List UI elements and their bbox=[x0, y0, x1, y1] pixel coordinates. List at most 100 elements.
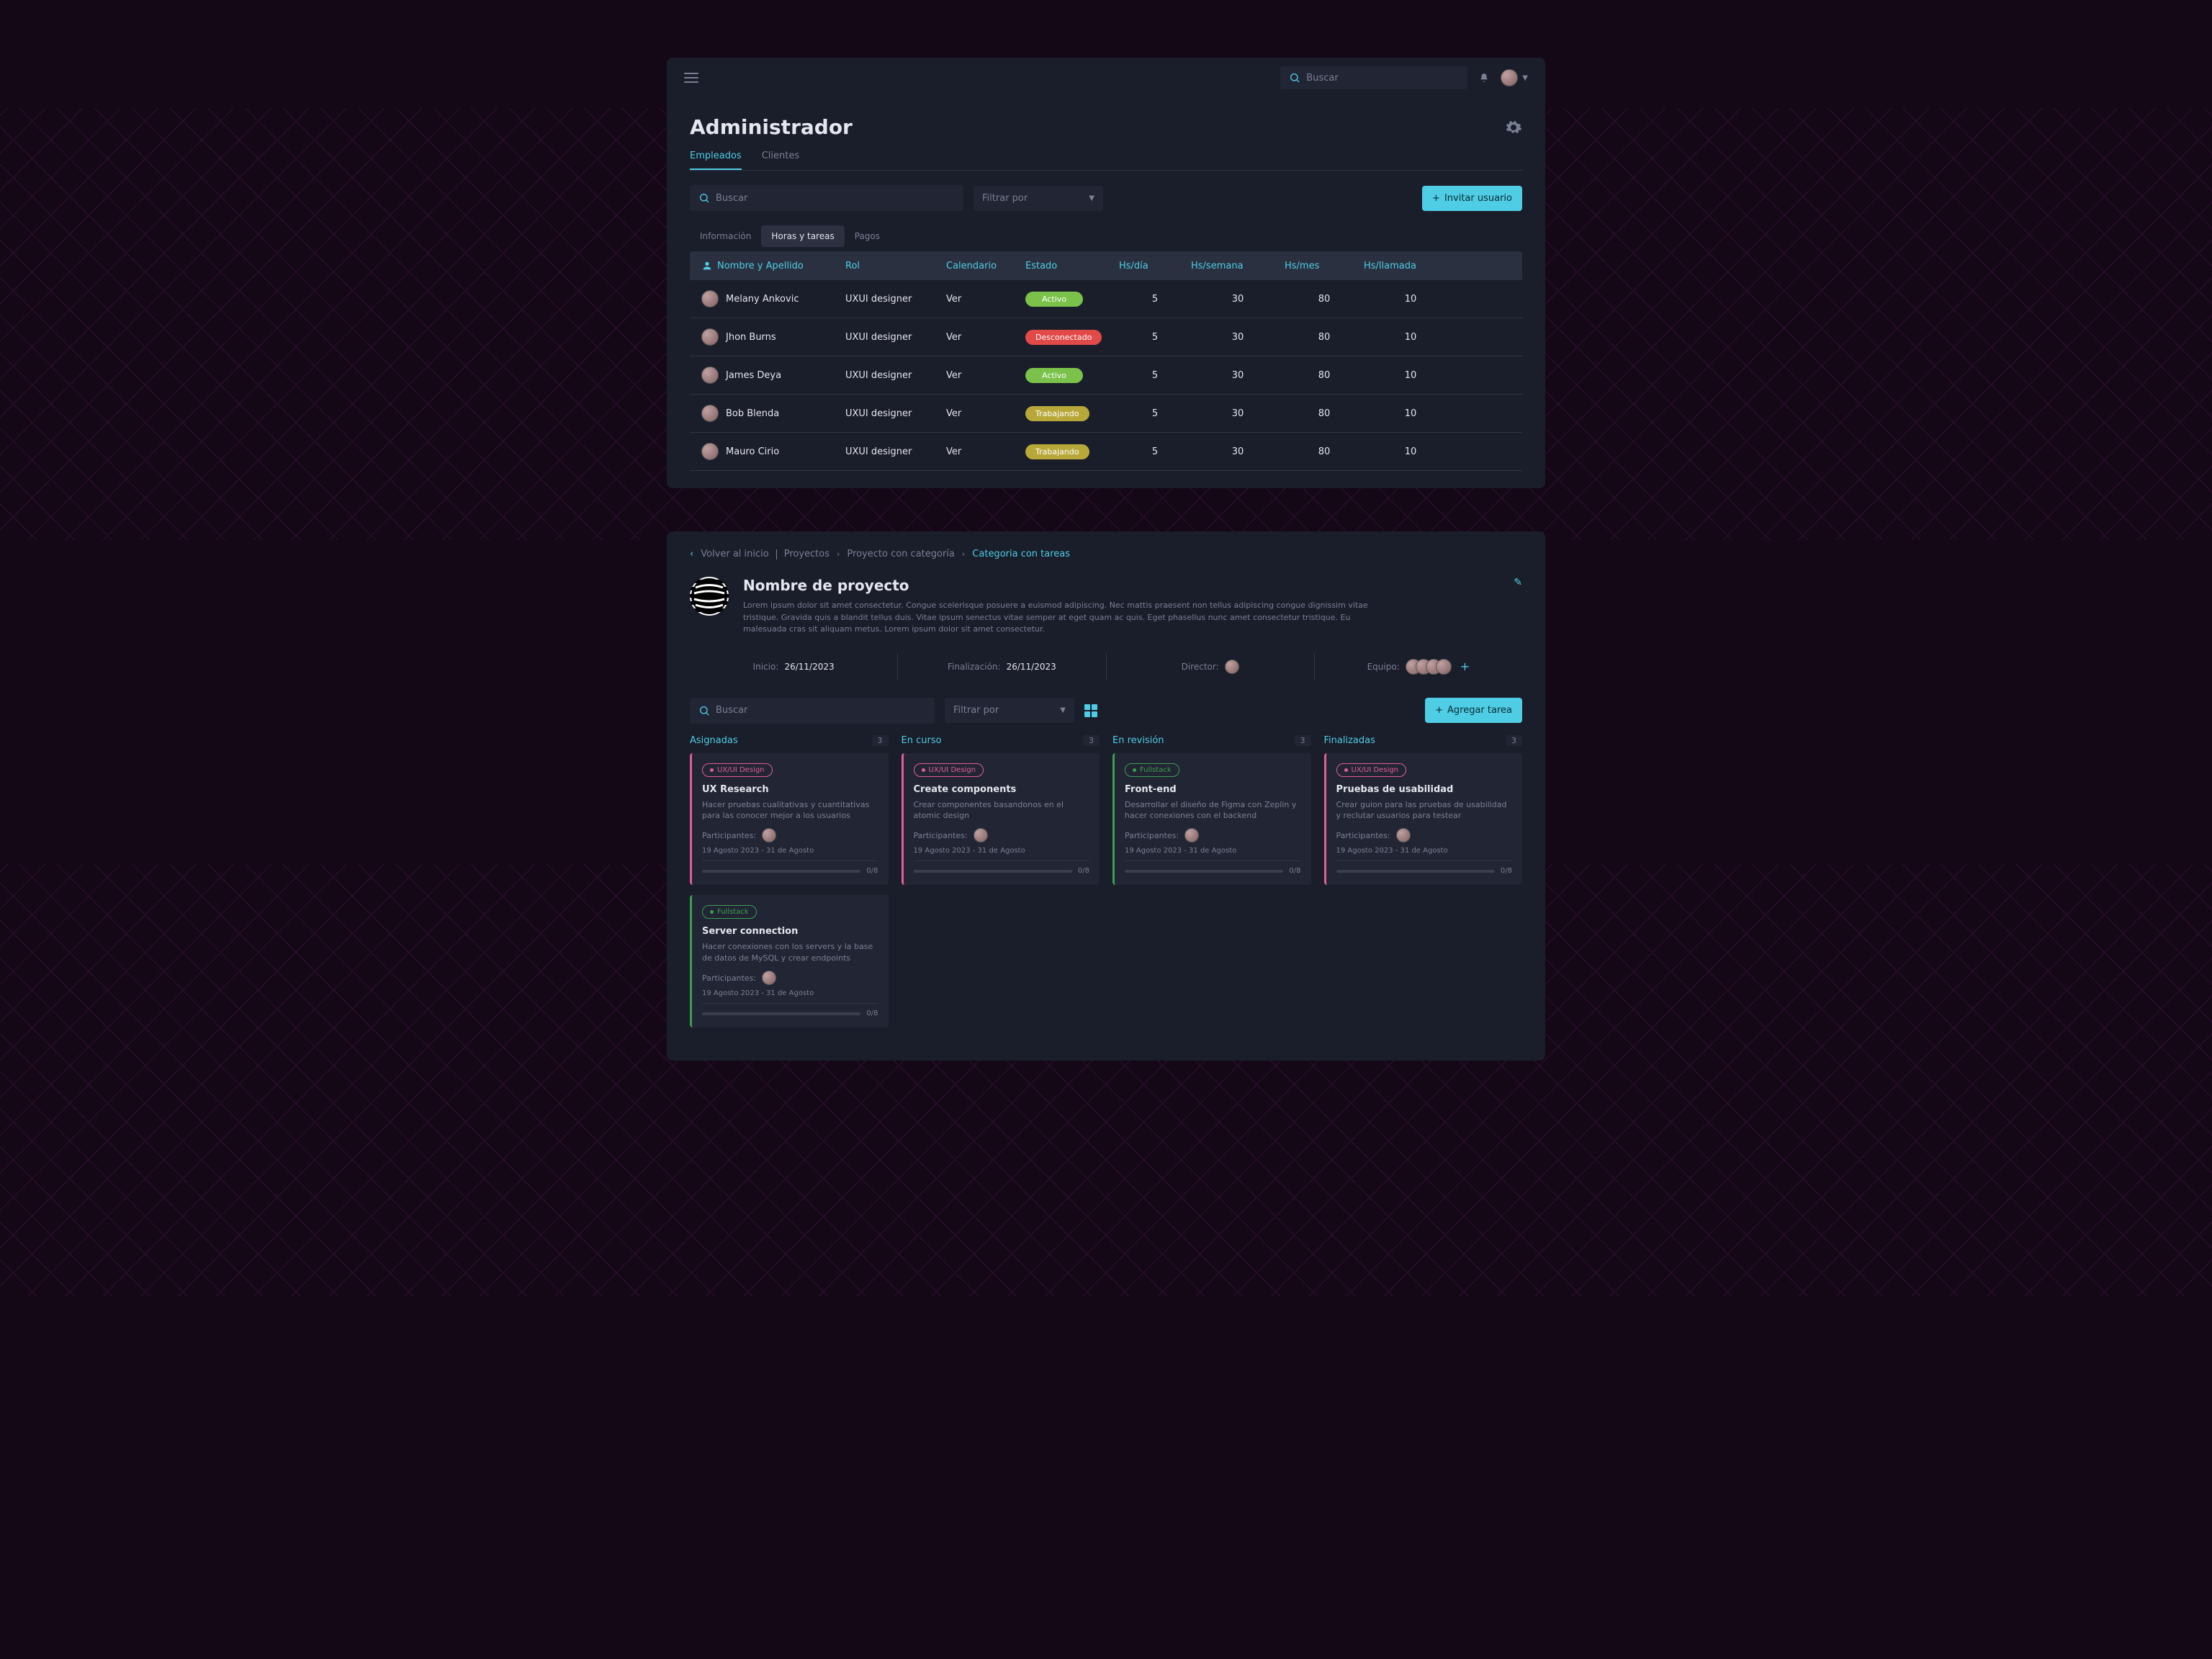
task-dates: 19 Agosto 2023 - 31 de Agosto bbox=[914, 847, 1090, 855]
th-hw[interactable]: Hs/semana bbox=[1191, 260, 1285, 271]
calendar-link[interactable]: Ver bbox=[946, 446, 1025, 457]
project-title: Nombre de proyecto bbox=[743, 577, 1377, 594]
board-column: Asignadas3 UX/UI Design UX Research Hace… bbox=[690, 735, 889, 1038]
add-member-icon[interactable]: + bbox=[1460, 660, 1470, 673]
user-menu[interactable]: ▼ bbox=[1501, 69, 1528, 86]
task-card[interactable]: Fullstack Front-end Desarrollar el diseñ… bbox=[1112, 753, 1311, 886]
hd: 5 bbox=[1119, 370, 1191, 381]
board-column: En revisión3 Fullstack Front-end Desarro… bbox=[1112, 735, 1311, 896]
calendar-link[interactable]: Ver bbox=[946, 370, 1025, 381]
progress-count: 0/8 bbox=[1078, 867, 1089, 875]
menu-icon[interactable] bbox=[684, 73, 698, 83]
progress-bar bbox=[1336, 870, 1495, 873]
search-input[interactable] bbox=[1306, 73, 1459, 84]
employee-table: Nombre y Apellido Rol Calendario Estado … bbox=[690, 251, 1522, 471]
hd: 5 bbox=[1119, 446, 1191, 457]
task-desc: Crear guion para las pruebas de usabilid… bbox=[1336, 799, 1513, 822]
search-input[interactable] bbox=[716, 193, 838, 204]
search-input[interactable] bbox=[716, 705, 838, 716]
employee-name: Mauro Cirio bbox=[726, 446, 779, 457]
th-hd[interactable]: Hs/día bbox=[1119, 260, 1191, 271]
employee-role: UXUI designer bbox=[845, 332, 946, 343]
director-label: Director: bbox=[1182, 662, 1219, 672]
add-task-button[interactable]: + Agregar tarea bbox=[1425, 698, 1522, 723]
hc: 10 bbox=[1364, 408, 1457, 419]
column-count: 3 bbox=[1506, 735, 1522, 746]
edit-icon[interactable]: ✎ bbox=[1514, 577, 1522, 588]
chevron-down-icon: ▼ bbox=[1089, 194, 1094, 202]
th-rol[interactable]: Rol bbox=[845, 260, 946, 271]
th-estado[interactable]: Estado bbox=[1025, 260, 1119, 271]
task-card[interactable]: UX/UI Design UX Research Hacer pruebas c… bbox=[690, 753, 889, 886]
board-column: Finalizadas 3 UX/UI Design Pruebas de usa… bbox=[1324, 735, 1523, 896]
table-row[interactable]: Mauro Cirio UXUI designer Ver Trabajando… bbox=[690, 433, 1522, 471]
topbar: ▼ bbox=[667, 58, 1545, 98]
table-row[interactable]: Bob Blenda UXUI designer Ver Trabajando … bbox=[690, 395, 1522, 433]
task-card[interactable]: UX/UI Design Create components Crear com… bbox=[902, 753, 1100, 886]
task-tag: Fullstack bbox=[702, 905, 757, 919]
invite-user-button[interactable]: + Invitar usuario bbox=[1422, 186, 1522, 211]
tab-clientes[interactable]: Clientes bbox=[762, 150, 799, 170]
th-name[interactable]: Nombre y Apellido bbox=[701, 260, 845, 271]
hw: 30 bbox=[1191, 332, 1285, 343]
calendar-link[interactable]: Ver bbox=[946, 332, 1025, 343]
column-title: Finalizadas bbox=[1324, 735, 1375, 746]
breadcrumb-current: Categoria con tareas bbox=[972, 549, 1070, 559]
chevron-right-icon: › bbox=[837, 549, 840, 559]
task-card[interactable]: UX/UI Design Pruebas de usabilidad Crear… bbox=[1324, 753, 1523, 886]
chevron-left-icon[interactable]: ‹ bbox=[690, 549, 693, 559]
task-desc: Hacer pruebas cualitativas y cuantitativ… bbox=[702, 799, 878, 822]
main-tabs: Empleados Clientes bbox=[690, 150, 1522, 171]
avatar bbox=[1436, 659, 1452, 675]
avatar bbox=[1396, 828, 1411, 842]
column-title: Asignadas bbox=[690, 735, 738, 746]
column-title: En revisión bbox=[1112, 735, 1164, 746]
kanban-board: Asignadas 3 UX/UI Design UX Research Hace… bbox=[667, 735, 1545, 1061]
subtab-info[interactable]: Información bbox=[690, 225, 761, 247]
filter-label: Filtrar por bbox=[953, 705, 999, 716]
calendar-link[interactable]: Ver bbox=[946, 294, 1025, 305]
search-icon bbox=[1289, 72, 1300, 84]
hw: 30 bbox=[1191, 294, 1285, 305]
subtab-pagos[interactable]: Pagos bbox=[845, 225, 890, 247]
status-badge: Desconectado bbox=[1025, 330, 1102, 345]
search-top[interactable] bbox=[1280, 66, 1467, 89]
filter-dropdown[interactable]: Filtrar por ▼ bbox=[974, 186, 1103, 211]
employee-role: UXUI designer bbox=[845, 294, 946, 305]
employee-role: UXUI designer bbox=[845, 408, 946, 419]
breadcrumb-back[interactable]: Volver al inicio bbox=[701, 549, 769, 559]
chevron-down-icon: ▼ bbox=[1522, 74, 1528, 82]
chevron-down-icon: ▼ bbox=[1060, 706, 1066, 714]
table-row[interactable]: Melany Ankovic UXUI designer Ver Activo … bbox=[690, 280, 1522, 318]
project-logo bbox=[690, 577, 729, 616]
breadcrumb-item[interactable]: Proyecto con categoría bbox=[847, 549, 954, 559]
employee-search[interactable] bbox=[690, 185, 963, 211]
th-cal[interactable]: Calendario bbox=[946, 260, 1025, 271]
task-title: Front-end bbox=[1125, 784, 1301, 795]
hm: 80 bbox=[1285, 332, 1364, 343]
grid-view-icon[interactable] bbox=[1084, 704, 1097, 717]
tab-empleados[interactable]: Empleados bbox=[690, 150, 742, 170]
subtabs: Información Horas y tareas Pagos bbox=[690, 225, 1522, 247]
gear-icon[interactable] bbox=[1505, 119, 1522, 136]
avatar bbox=[762, 971, 776, 985]
task-title: UX Research bbox=[702, 784, 878, 795]
page-title: Administrador bbox=[690, 115, 853, 139]
th-hm[interactable]: Hs/mes bbox=[1285, 260, 1364, 271]
breadcrumb: ‹ Volver al inicio Proyectos › Proyecto … bbox=[667, 531, 1545, 568]
task-desc: Hacer conexiones con los servers y la ba… bbox=[702, 941, 878, 963]
task-filter[interactable]: Filtrar por ▼ bbox=[945, 698, 1074, 723]
th-hc[interactable]: Hs/llamada bbox=[1364, 260, 1457, 271]
table-row[interactable]: James Deya UXUI designer Ver Activo 5 30… bbox=[690, 356, 1522, 395]
task-card[interactable]: Fullstack Server connection Hacer conexi… bbox=[690, 895, 889, 1028]
task-search[interactable] bbox=[690, 698, 935, 724]
participants-label: Participantes: bbox=[702, 831, 756, 840]
progress-count: 0/8 bbox=[1289, 867, 1300, 875]
status-badge: Trabajando bbox=[1025, 444, 1089, 459]
table-row[interactable]: Jhon Burns UXUI designer Ver Desconectad… bbox=[690, 318, 1522, 356]
breadcrumb-item[interactable]: Proyectos bbox=[784, 549, 830, 559]
subtab-horas[interactable]: Horas y tareas bbox=[761, 225, 844, 247]
calendar-link[interactable]: Ver bbox=[946, 408, 1025, 419]
progress-bar bbox=[914, 870, 1072, 873]
bell-icon[interactable] bbox=[1479, 73, 1489, 83]
